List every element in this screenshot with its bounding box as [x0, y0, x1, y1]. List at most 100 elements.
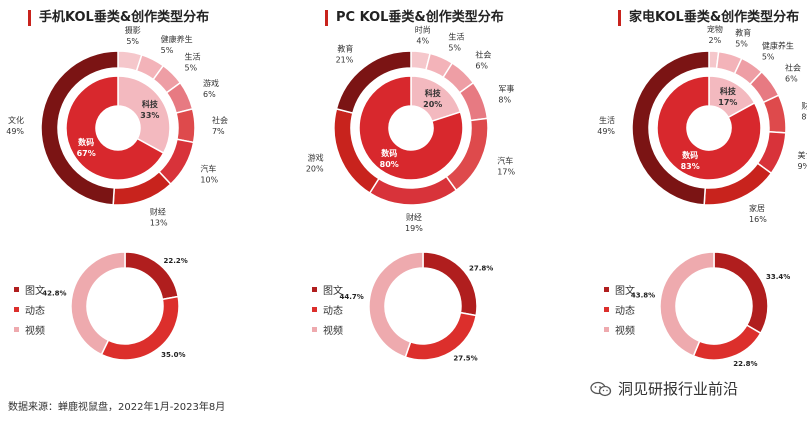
ring-slice-动态 — [692, 324, 762, 361]
outer-slice-财经 — [368, 175, 458, 206]
outer-value: 17% — [497, 167, 515, 176]
ring-slice-图文 — [422, 251, 478, 317]
outer-label: 家居 — [749, 203, 765, 213]
outer-value: 49% — [597, 127, 615, 136]
outer-value: 8% — [801, 112, 807, 121]
legend-label: 动态 — [25, 305, 45, 317]
legend-swatch — [604, 286, 609, 292]
legend-label: 视频 — [25, 325, 45, 337]
legend-swatch — [14, 306, 19, 312]
outer-value: 13% — [150, 218, 168, 227]
outer-label: 生活 — [599, 115, 615, 125]
inner-label: 科技 — [720, 86, 737, 96]
outer-label: 教育 — [735, 28, 751, 38]
legend-swatch — [312, 306, 317, 312]
outer-value: 4% — [416, 37, 429, 46]
legend-item: 动态 — [604, 302, 635, 317]
brand-name: 洞见研报行业前沿 — [618, 380, 739, 398]
inner-value: 67% — [77, 149, 96, 158]
legend-item: 图文 — [312, 282, 343, 297]
legend-swatch — [14, 286, 19, 292]
outer-label: 财经 — [801, 100, 807, 110]
outer-label: 美食 — [797, 150, 807, 160]
outer-value: 5% — [161, 46, 174, 55]
legend-label: 图文 — [323, 285, 343, 297]
ring-slice-视频 — [368, 251, 424, 358]
legend-label: 图文 — [25, 285, 45, 297]
ring-value: 33.4% — [766, 273, 790, 281]
legend-item: 动态 — [14, 302, 45, 317]
legend-swatch — [14, 326, 19, 332]
outer-slice-教育 — [335, 50, 412, 114]
outer-value: 5% — [735, 40, 748, 49]
legend-label: 图文 — [615, 285, 635, 297]
inner-label: 科技 — [425, 88, 442, 98]
outer-label: 生活 — [448, 32, 464, 42]
outer-label: 汽车 — [497, 155, 513, 165]
ring-value: 22.8% — [733, 360, 757, 368]
inner-value: 20% — [423, 100, 442, 109]
legend-swatch — [312, 286, 317, 292]
data-source-note: 数据来源：蝉鹿视鼠盘，2022年1月-2023年8月 — [8, 402, 226, 413]
outer-slice-文化 — [40, 50, 119, 206]
legend-item: 视频 — [312, 322, 343, 337]
wechat-icon — [590, 381, 612, 396]
panel-title-appliance: 家电KOL垂类&创作类型分布 — [618, 10, 799, 26]
outer-value: 5% — [126, 37, 139, 46]
panel-title-phone: 手机KOL垂类&创作类型分布 — [28, 10, 209, 26]
ring-value: 43.8% — [631, 291, 655, 299]
outer-value: 9% — [797, 162, 807, 171]
ring-value: 27.8% — [469, 264, 493, 272]
legend-label: 视频 — [615, 325, 635, 337]
outer-label: 军事 — [498, 83, 514, 93]
ring-value: 44.7% — [340, 293, 364, 301]
ring-value: 27.5% — [453, 355, 477, 363]
inner-slice-数码 — [656, 75, 762, 181]
inner-label: 数码 — [682, 150, 698, 160]
outer-slice-社会 — [175, 107, 196, 144]
outer-value: 6% — [475, 61, 488, 70]
inner-slice-数码 — [358, 75, 464, 181]
outer-value: 5% — [762, 52, 775, 61]
panel-title-pc: PC KOL垂类&创作类型分布 — [325, 10, 504, 26]
legend-item: 动态 — [312, 302, 343, 317]
legend-pc: 图文 动态 视频 — [312, 282, 343, 342]
outer-value: 20% — [306, 165, 324, 174]
legend-item: 视频 — [604, 322, 635, 337]
ring-value: 22.2% — [164, 257, 188, 265]
inner-slice-科技 — [117, 75, 171, 155]
outer-label: 游戏 — [308, 153, 324, 163]
outer-value: 19% — [405, 224, 423, 233]
outer-label: 社会 — [212, 115, 228, 125]
ring-slice-视频 — [659, 251, 715, 357]
legend-swatch — [312, 326, 317, 332]
inner-value: 33% — [140, 111, 159, 120]
inner-value: 83% — [681, 162, 700, 171]
outer-value: 8% — [498, 95, 511, 104]
legend-label: 动态 — [323, 305, 343, 317]
outer-label: 健康养生 — [762, 40, 794, 50]
outer-label: 时尚 — [415, 25, 431, 35]
legend-swatch — [604, 326, 609, 332]
ring-slice-图文 — [713, 251, 769, 335]
outer-value: 21% — [336, 56, 354, 65]
legend-item: 视频 — [14, 322, 45, 337]
legend-appliance: 图文 动态 视频 — [604, 282, 635, 342]
inner-label: 数码 — [78, 137, 94, 147]
outer-value: 7% — [212, 127, 225, 136]
outer-label: 财经 — [150, 206, 166, 216]
ring-value: 35.0% — [161, 351, 185, 359]
outer-label: 生活 — [184, 52, 200, 62]
outer-label: 财经 — [406, 212, 422, 222]
outer-label: 摄影 — [125, 25, 141, 35]
legend-item: 图文 — [604, 282, 635, 297]
outer-value: 5% — [448, 44, 461, 53]
outer-label: 游戏 — [203, 78, 219, 88]
outer-value: 5% — [184, 64, 197, 73]
legend-swatch — [604, 306, 609, 312]
outer-value: 16% — [749, 215, 767, 224]
ring-value: 42.8% — [42, 290, 66, 298]
outer-value: 49% — [6, 127, 24, 136]
inner-label: 科技 — [142, 99, 159, 109]
